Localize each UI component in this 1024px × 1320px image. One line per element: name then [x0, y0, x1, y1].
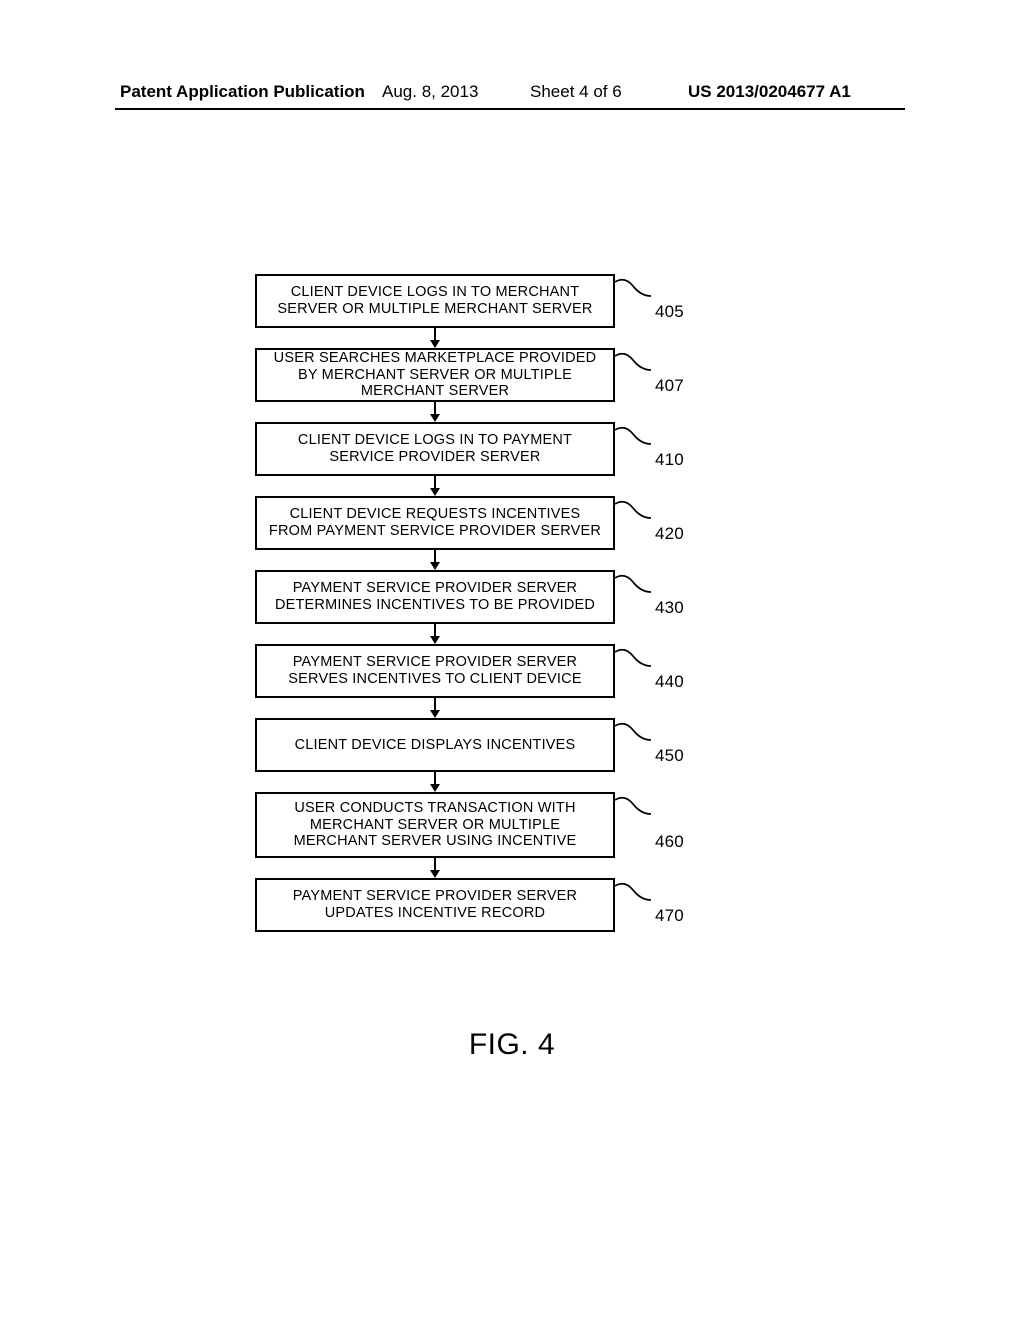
publication-date: Aug. 8, 2013	[382, 82, 478, 102]
flow-step-407: USER SEARCHES MARKETPLACE PROVIDED BY ME…	[255, 348, 615, 402]
ref-number: 470	[655, 906, 684, 926]
sheet-number: Sheet 4 of 6	[530, 82, 622, 102]
flow-step-text: PAYMENT SERVICE PROVIDER SERVER UPDATES …	[267, 888, 603, 921]
lead-line	[615, 882, 655, 908]
flow-step-text: CLIENT DEVICE REQUESTS INCENTIVES FROM P…	[267, 506, 603, 539]
ref-number: 410	[655, 450, 684, 470]
flow-step-text: CLIENT DEVICE DISPLAYS INCENTIVES	[295, 737, 576, 754]
flow-step-text: CLIENT DEVICE LOGS IN TO PAYMENT SERVICE…	[267, 432, 603, 465]
lead-line	[615, 722, 655, 748]
flow-arrow	[255, 402, 615, 422]
document-number: US 2013/0204677 A1	[688, 82, 851, 102]
page: Patent Application Publication Aug. 8, 2…	[0, 0, 1024, 1320]
flow-arrow	[255, 698, 615, 718]
flowchart: CLIENT DEVICE LOGS IN TO MERCHANT SERVER…	[255, 274, 675, 932]
flow-step-440: PAYMENT SERVICE PROVIDER SERVER SERVES I…	[255, 644, 615, 698]
flow-step-410: CLIENT DEVICE LOGS IN TO PAYMENT SERVICE…	[255, 422, 615, 476]
flow-step-470: PAYMENT SERVICE PROVIDER SERVER UPDATES …	[255, 878, 615, 932]
lead-line	[615, 278, 655, 304]
publication-label: Patent Application Publication	[120, 82, 365, 102]
lead-line	[615, 648, 655, 674]
flow-arrow	[255, 772, 615, 792]
flow-arrow	[255, 858, 615, 878]
lead-line	[615, 574, 655, 600]
flow-step-405: CLIENT DEVICE LOGS IN TO MERCHANT SERVER…	[255, 274, 615, 328]
ref-number: 407	[655, 376, 684, 396]
ref-number: 440	[655, 672, 684, 692]
flow-step-text: PAYMENT SERVICE PROVIDER SERVER DETERMIN…	[267, 580, 603, 613]
header-rule	[115, 108, 905, 110]
flow-step-430: PAYMENT SERVICE PROVIDER SERVER DETERMIN…	[255, 570, 615, 624]
flow-arrow	[255, 624, 615, 644]
ref-number: 420	[655, 524, 684, 544]
figure-caption: FIG. 4	[0, 1028, 1024, 1062]
lead-line	[615, 500, 655, 526]
flow-step-460: USER CONDUCTS TRANSACTION WITH MERCHANT …	[255, 792, 615, 858]
ref-number: 460	[655, 832, 684, 852]
flow-step-text: PAYMENT SERVICE PROVIDER SERVER SERVES I…	[267, 654, 603, 687]
flow-arrow	[255, 328, 615, 348]
ref-number: 430	[655, 598, 684, 618]
lead-line	[615, 352, 655, 378]
flow-step-text: CLIENT DEVICE LOGS IN TO MERCHANT SERVER…	[267, 284, 603, 317]
flow-arrow	[255, 550, 615, 570]
flow-step-text: USER SEARCHES MARKETPLACE PROVIDED BY ME…	[267, 350, 603, 400]
flow-step-420: CLIENT DEVICE REQUESTS INCENTIVES FROM P…	[255, 496, 615, 550]
ref-number: 450	[655, 746, 684, 766]
ref-number: 405	[655, 302, 684, 322]
lead-line	[615, 796, 655, 822]
flow-step-text: USER CONDUCTS TRANSACTION WITH MERCHANT …	[267, 800, 603, 850]
flow-arrow	[255, 476, 615, 496]
lead-line	[615, 426, 655, 452]
flow-step-450: CLIENT DEVICE DISPLAYS INCENTIVES 450	[255, 718, 615, 772]
